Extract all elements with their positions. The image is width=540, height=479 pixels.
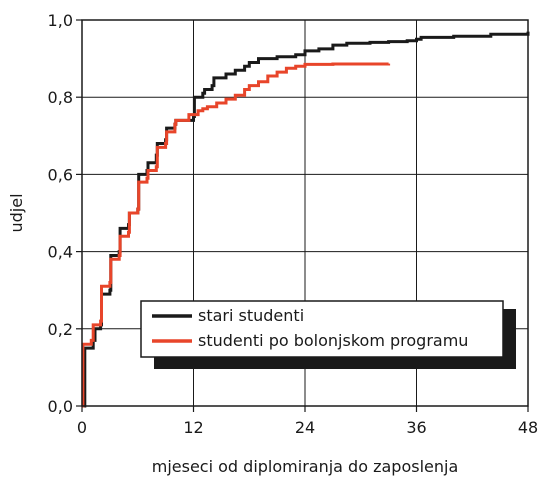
- series-line-1: [81, 62, 391, 408]
- y-axis-label: udjel: [7, 193, 26, 232]
- y-tick-label: 1,0: [48, 11, 73, 30]
- x-axis-label: mjeseci od diplomiranja do zaposlenja: [152, 457, 459, 476]
- x-tick-label: 24: [295, 418, 315, 437]
- legend-box: [140, 300, 504, 358]
- x-tick-label: 48: [518, 418, 538, 437]
- y-tick-label: 0,4: [48, 243, 73, 262]
- x-tick-label: 0: [77, 418, 87, 437]
- x-tick-label: 36: [406, 418, 426, 437]
- y-tick-label: 0,8: [48, 88, 73, 107]
- legend-label-stari: stari studenti: [198, 306, 304, 325]
- ticks: 0,0 0,2 0,4 0,6 0,8 1,0 0 12 24 36 48: [48, 11, 539, 437]
- series-layer: [81, 31, 530, 408]
- y-tick-label: 0,2: [48, 320, 73, 339]
- x-tick-label: 12: [183, 418, 203, 437]
- y-tick-label: 0,6: [48, 165, 73, 184]
- legend-label-bolonjski: studenti po bolonjskom programu: [198, 331, 468, 350]
- legend: stari studenti studenti po bolonjskom pr…: [140, 300, 516, 369]
- y-tick-label: 0,0: [48, 397, 73, 416]
